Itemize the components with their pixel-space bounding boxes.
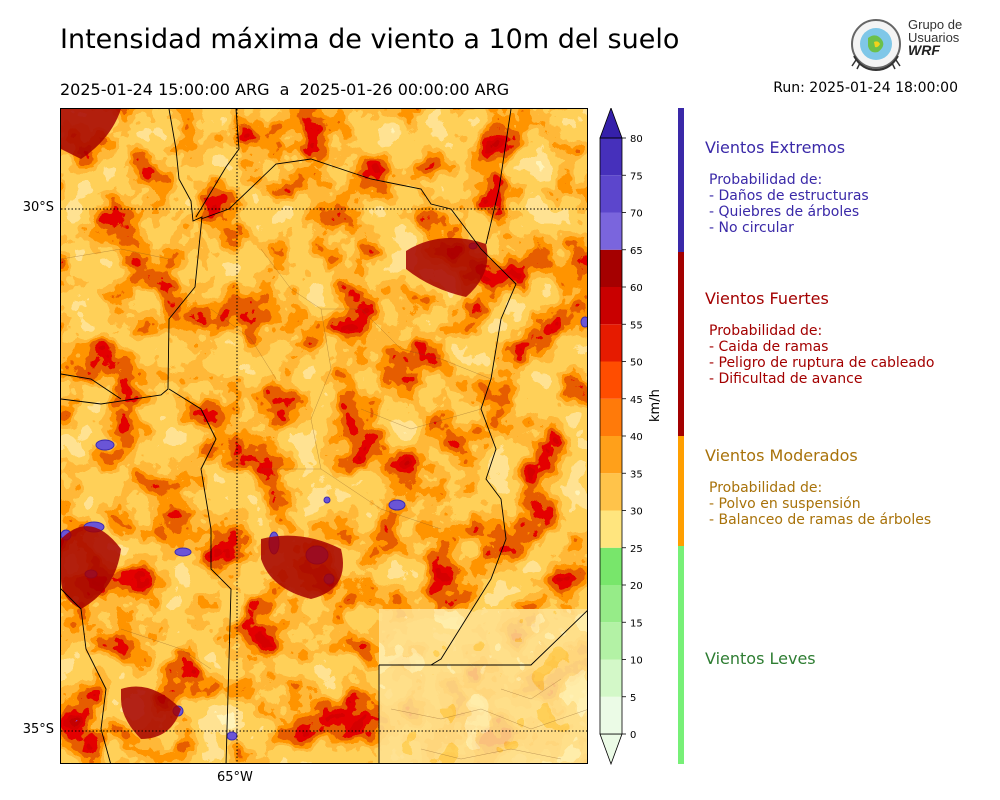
category-moderate-title: Vientos Moderados [705,446,858,465]
logo-wordmark: Grupo de Usuarios WRF [908,18,962,57]
colorbar-tick-label: 50 [630,358,643,369]
colorbar-tick-label: 25 [630,544,643,555]
colorbar-segment [600,622,622,660]
category-strong-title: Vientos Fuertes [705,289,829,308]
colorbar-segment [600,324,622,362]
logo-line-1: Grupo de [908,17,963,32]
colorbar-segment [600,249,622,287]
category-moderate-item: - Polvo en suspensión [709,496,861,512]
lat-label-35s: 35°S [22,722,54,737]
strong-wind-patches [61,109,488,739]
category-extreme-item: - Quiebres de árboles [709,204,860,220]
category-bar-segment [678,108,684,252]
category-moderate-description: Probabilidad de: - Polvo en suspensión -… [709,480,931,528]
colorbar-tick-label: 5 [630,693,636,704]
logo-line-3: WRF [908,42,940,58]
colorbar-segment [600,547,622,585]
category-moderate-intro: Probabilidad de: [709,480,823,496]
colorbar-tick-label: 55 [630,320,643,331]
colorbar-segment [600,473,622,511]
colorbar-segment [600,287,622,325]
category-extreme-description: Probabilidad de: - Daños de estructuras … [709,172,869,236]
colorbar-segment [600,212,622,250]
forecast-period: 2025-01-24 15:00:00 ARG a 2025-01-26 00:… [60,80,510,99]
colorbar-tick-label: 65 [630,246,643,257]
colorbar-segment [600,436,622,474]
category-bar-segment [678,252,684,436]
colorbar-over-extension [599,108,623,139]
colorbar-segment [600,696,622,734]
category-bar-segment [678,546,684,764]
colorbar-tick-label: 45 [630,395,643,406]
wind-field-raster [61,109,587,763]
graticule [61,109,587,763]
category-extreme-item: - No circular [709,220,794,236]
category-light-title: Vientos Leves [705,649,816,668]
wind-map [60,108,588,764]
colorbar-segment [600,398,622,436]
lon-label-65w: 65°W [217,770,253,785]
colorbar-tick-label: 15 [630,618,643,629]
category-moderate-item: - Balanceo de ramas de árboles [709,512,932,528]
category-strong-item: - Dificultad de avance [709,371,863,387]
globe-icon [851,19,901,72]
wrf-users-group-logo: Grupo de Usuarios WRF [848,16,968,74]
colorbar-segment [600,361,622,399]
colorbar-tick-label: 20 [630,581,643,592]
department-boundaries [61,248,587,760]
category-strong-intro: Probabilidad de: [709,323,823,339]
colorbar-segment [600,138,622,176]
colorbar-tick-label: 30 [630,507,643,518]
map-title: Intensidad máxima de viento a 10m del su… [60,24,680,55]
colorbar-segment [600,585,622,623]
logo-line-2: Usuarios [908,30,960,45]
category-strong-item: - Peligro de ruptura de cableado [709,355,935,371]
wind-speed-colorbar: 0 5 10 15 20 25 30 35 40 45 50 55 60 65 70 75 80 [599,108,643,766]
wind-category-bar [678,108,684,764]
colorbar-tick-label: 0 [630,730,636,741]
lat-label-30s: 30°S [22,200,54,215]
colorbar-unit-label: km/h [648,389,663,422]
colorbar-tick-label: 35 [630,469,643,480]
colorbar-tick-label: 10 [630,656,643,667]
category-extreme-item: - Daños de estructuras [709,188,869,204]
run-timestamp: Run: 2025-01-24 18:00:00 [773,80,958,96]
colorbar-under-extension [599,733,623,766]
category-strong-item: - Caida de ramas [709,339,829,355]
category-bar-segment [678,436,684,546]
colorbar-tick-label: 60 [630,283,643,294]
colorbar-tick-label: 75 [630,171,643,182]
province-boundaries [61,109,587,763]
colorbar-segment [600,510,622,548]
colorbar-segment [600,175,622,213]
category-extreme-intro: Probabilidad de: [709,172,823,188]
category-extreme-title: Vientos Extremos [705,138,846,157]
category-strong-description: Probabilidad de: - Caida de ramas - Peli… [709,323,934,387]
colorbar-tick-label: 70 [630,209,643,220]
colorbar-segment [600,659,622,697]
colorbar-tick-label: 40 [630,432,643,443]
colorbar-tick-label: 80 [630,134,643,145]
